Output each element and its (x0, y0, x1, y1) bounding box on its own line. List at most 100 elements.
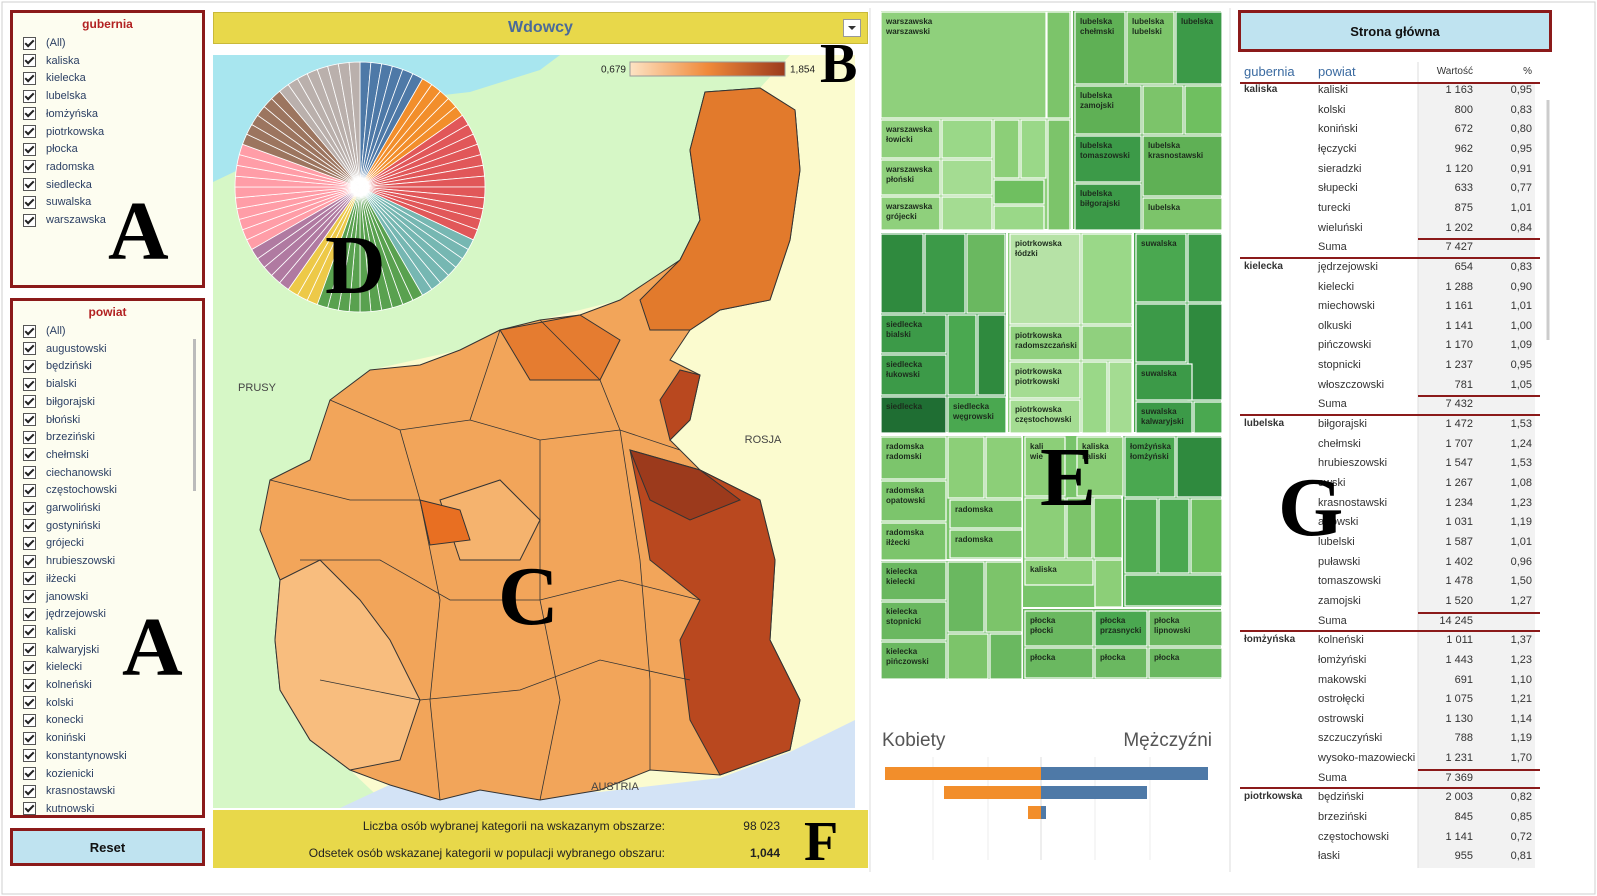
checkbox[interactable] (23, 54, 36, 68)
checkbox[interactable] (23, 213, 36, 227)
filter-item[interactable]: kolski (23, 695, 74, 711)
checkbox[interactable] (23, 731, 36, 745)
treemap-tile[interactable] (1094, 610, 1148, 647)
checkbox[interactable] (23, 195, 36, 209)
treemap-tile[interactable] (880, 11, 1047, 119)
filter-item[interactable]: chełmski (23, 447, 89, 463)
reset-button[interactable]: Reset (10, 828, 205, 866)
treemap-tile[interactable] (880, 196, 941, 231)
filter-item[interactable]: iłżecki (23, 571, 76, 587)
filter-item[interactable]: kielecka (23, 70, 86, 86)
filter-item[interactable]: konstantynowski (23, 748, 127, 764)
treemap-tile[interactable] (880, 436, 947, 480)
filter-item[interactable]: kaliski (23, 624, 76, 640)
treemap-tile[interactable] (880, 396, 947, 434)
checkbox[interactable] (23, 178, 36, 192)
checkbox[interactable] (23, 749, 36, 763)
treemap-tile[interactable] (880, 480, 947, 522)
checkbox[interactable] (23, 501, 36, 515)
filter-item[interactable]: augustowski (23, 341, 107, 357)
treemap-tile[interactable] (1135, 363, 1193, 401)
treemap-tile[interactable] (1024, 559, 1094, 586)
filter-item[interactable]: gostyniński (23, 518, 100, 534)
filter-item[interactable]: (All) (23, 323, 66, 339)
treemap-tile[interactable] (880, 641, 947, 680)
treemap-tile[interactable] (880, 159, 941, 196)
filter-item[interactable]: częstochowski (23, 482, 117, 498)
checkbox[interactable] (23, 660, 36, 674)
treemap-tile[interactable] (1148, 610, 1223, 647)
treemap-tile[interactable] (1009, 325, 1081, 361)
filter-item[interactable]: siedlecka (23, 177, 92, 193)
filter-item[interactable]: łomżyńska (23, 106, 98, 122)
filter-item[interactable]: biłgorajski (23, 394, 95, 410)
checkbox[interactable] (23, 536, 36, 550)
treemap-tile[interactable] (880, 561, 947, 601)
checkbox[interactable] (23, 359, 36, 373)
filter-item[interactable]: kaliska (23, 53, 80, 69)
checkbox[interactable] (23, 448, 36, 462)
checkbox[interactable] (23, 607, 36, 621)
checkbox[interactable] (23, 324, 36, 338)
treemap-tile[interactable] (1094, 647, 1148, 679)
filter-item[interactable]: warszawska (23, 212, 106, 228)
treemap-tile[interactable] (1142, 135, 1223, 197)
checkbox[interactable] (23, 519, 36, 533)
filter-item[interactable]: kalwaryjski (23, 642, 99, 658)
treemap-tile[interactable] (1074, 135, 1142, 183)
filter-item[interactable]: kutnowski (23, 801, 94, 815)
checkbox[interactable] (23, 625, 36, 639)
filter-item[interactable]: suwalska (23, 194, 91, 210)
treemap-tile[interactable] (1148, 647, 1223, 679)
checkbox[interactable] (23, 430, 36, 444)
treemap-tile[interactable] (1175, 11, 1223, 85)
filter-item[interactable]: garwoliński (23, 500, 100, 516)
checkbox[interactable] (23, 377, 36, 391)
filter-item[interactable]: ciechanowski (23, 465, 111, 481)
filter-item[interactable]: kolneński (23, 677, 92, 693)
treemap-tile[interactable] (1126, 11, 1175, 85)
treemap-tile[interactable] (880, 601, 947, 641)
checkbox[interactable] (23, 160, 36, 174)
checkbox[interactable] (23, 71, 36, 85)
home-button[interactable]: Strona główna (1238, 10, 1552, 52)
checkbox[interactable] (23, 802, 36, 815)
filter-item[interactable]: janowski (23, 589, 88, 605)
treemap-tile[interactable] (1009, 233, 1081, 325)
treemap-tile[interactable] (1074, 85, 1142, 135)
filter-item[interactable]: krasnostawski (23, 783, 115, 799)
treemap-tile[interactable] (1009, 361, 1081, 399)
filter-item[interactable]: grójecki (23, 535, 84, 551)
treemap-tile[interactable] (1135, 233, 1187, 303)
treemap-tile[interactable] (1009, 399, 1081, 434)
treemap-tile[interactable] (1124, 436, 1176, 498)
checkbox[interactable] (23, 678, 36, 692)
treemap-tile[interactable] (949, 529, 1023, 559)
checkbox[interactable] (23, 643, 36, 657)
filter-item[interactable]: kielecki (23, 659, 82, 675)
checkbox[interactable] (23, 572, 36, 586)
filter-item[interactable]: piotrkowska (23, 124, 104, 140)
checkbox[interactable] (23, 767, 36, 780)
filter-item[interactable]: (All) (23, 35, 66, 51)
checkbox[interactable] (23, 142, 36, 156)
filter-item[interactable]: brzeziński (23, 429, 95, 445)
filter-item[interactable]: błoński (23, 412, 80, 428)
treemap-tile[interactable] (947, 396, 1007, 434)
filter-item[interactable]: płocka (23, 141, 78, 157)
treemap-tile[interactable] (880, 522, 947, 561)
filter-item[interactable]: radomska (23, 159, 94, 175)
filter-item[interactable]: koniński (23, 730, 86, 746)
treemap-tile[interactable] (1135, 401, 1193, 434)
checkbox[interactable] (23, 590, 36, 603)
treemap-tile[interactable] (880, 354, 947, 396)
treemap-tile[interactable] (1142, 197, 1223, 231)
filter-item[interactable]: hrubieszowski (23, 553, 115, 569)
checkbox[interactable] (23, 554, 36, 568)
checkbox[interactable] (23, 784, 36, 798)
checkbox[interactable] (23, 696, 36, 710)
treemap-tile[interactable] (949, 499, 1023, 529)
checkbox[interactable] (23, 466, 36, 480)
dropdown[interactable]: Wdowcy (213, 12, 868, 44)
treemap-tile[interactable] (880, 314, 947, 354)
